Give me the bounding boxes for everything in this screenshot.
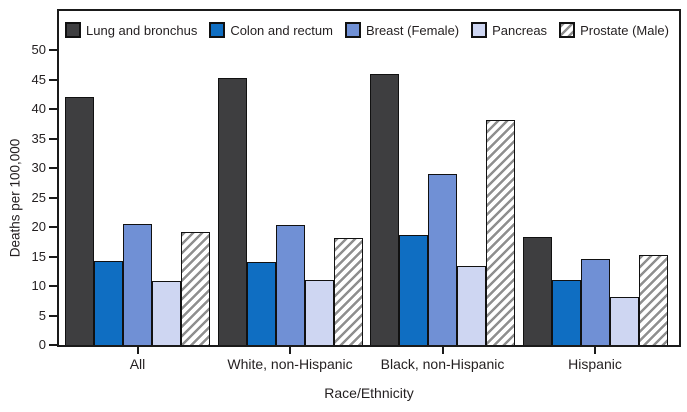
bar — [428, 174, 457, 345]
bar — [246, 262, 276, 345]
y-tick — [49, 285, 57, 287]
bar — [123, 224, 152, 345]
y-tick — [49, 196, 57, 199]
y-tick-label: 5 — [38, 307, 46, 323]
bar — [457, 266, 486, 345]
x-category-label: Black, non-Hispanic — [380, 356, 505, 372]
bar — [152, 281, 181, 345]
y-tick-label: 40 — [31, 101, 46, 116]
bar — [638, 255, 668, 345]
y-tick-label: 20 — [31, 219, 46, 234]
legend-swatch-icon — [65, 22, 81, 38]
y-tick-label: 10 — [31, 278, 46, 293]
legend-swatch-icon — [344, 22, 361, 38]
legend-item: Breast (Female) — [344, 22, 460, 38]
y-tick-label: 0 — [38, 337, 46, 352]
bar — [486, 120, 515, 345]
legend-swatch-icon — [209, 22, 226, 38]
bar — [580, 259, 610, 345]
y-tick — [49, 167, 57, 169]
legend-label: Breast (Female) — [365, 22, 460, 38]
legend-swatch-icon — [559, 22, 576, 38]
legend-item: Lung and bronchus — [65, 22, 197, 38]
bar — [275, 225, 305, 345]
y-tick — [49, 137, 57, 140]
bar — [181, 232, 210, 345]
bar — [370, 74, 399, 345]
x-category-label: Hispanic — [568, 356, 622, 372]
bar — [65, 97, 94, 345]
bar — [609, 297, 639, 345]
bar — [333, 238, 363, 345]
x-axis-title: Race/Ethnicity — [324, 385, 414, 401]
y-tick — [49, 49, 57, 51]
legend-item: Pancreas — [471, 22, 547, 38]
y-tick-label: 50 — [31, 42, 46, 57]
legend-label: Pancreas — [492, 22, 548, 38]
legend-label: Lung and bronchus — [86, 22, 198, 38]
y-tick — [49, 255, 57, 258]
y-tick-label: 45 — [31, 71, 46, 87]
y-tick — [49, 226, 57, 228]
y-tick-label: 30 — [31, 160, 46, 175]
y-tick-label: 15 — [31, 248, 46, 264]
y-tick — [49, 78, 57, 81]
bar — [522, 237, 552, 345]
bar — [94, 261, 123, 345]
y-tick-label: 25 — [31, 189, 46, 205]
x-tick — [594, 347, 596, 354]
legend-label: Colon and rectum — [230, 22, 333, 38]
legend-item: Colon and rectum — [209, 22, 333, 38]
x-tick — [441, 347, 444, 354]
bar — [304, 280, 334, 345]
legend: Lung and bronchus Colon and rectum Breast … — [65, 22, 669, 38]
plot-area: Lung and bronchus Colon and rectum Breast … — [57, 9, 681, 347]
y-tick — [49, 108, 57, 110]
bar — [399, 235, 428, 345]
legend-label: Prostate (Male) — [580, 22, 669, 38]
legend-swatch-icon — [471, 22, 488, 38]
bar — [551, 280, 581, 345]
x-tick — [136, 347, 139, 354]
y-tick-label: 35 — [31, 130, 46, 146]
bar — [217, 78, 247, 345]
legend-item: Prostate (Male) — [559, 22, 669, 38]
x-category-label: White, non-Hispanic — [227, 356, 353, 372]
y-tick — [49, 314, 57, 317]
y-tick — [49, 344, 57, 346]
x-tick — [289, 347, 291, 354]
x-category-label: All — [129, 356, 146, 372]
